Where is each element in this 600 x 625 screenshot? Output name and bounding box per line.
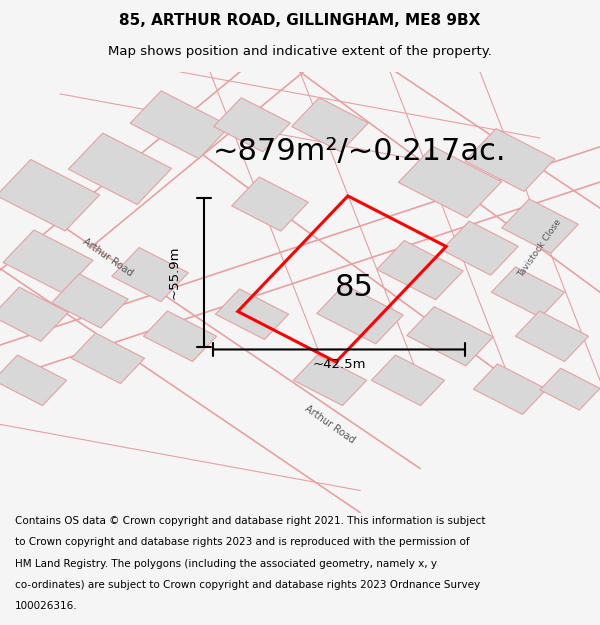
Text: 100026316.: 100026316.	[15, 601, 77, 611]
Polygon shape	[68, 133, 172, 204]
Polygon shape	[214, 98, 290, 152]
Text: ~879m²/~0.217ac.: ~879m²/~0.217ac.	[213, 137, 507, 166]
Polygon shape	[52, 274, 128, 328]
Polygon shape	[371, 355, 445, 406]
Polygon shape	[71, 333, 145, 384]
Text: Arthur Road: Arthur Road	[81, 236, 135, 278]
Text: co-ordinates) are subject to Crown copyright and database rights 2023 Ordnance S: co-ordinates) are subject to Crown copyr…	[15, 580, 480, 590]
Polygon shape	[515, 311, 589, 361]
Polygon shape	[473, 364, 547, 414]
Polygon shape	[215, 289, 289, 339]
Polygon shape	[317, 284, 403, 344]
Polygon shape	[0, 355, 67, 406]
Text: to Crown copyright and database rights 2023 and is reproduced with the permissio: to Crown copyright and database rights 2…	[15, 538, 470, 548]
Polygon shape	[491, 267, 565, 318]
Polygon shape	[407, 307, 493, 366]
Text: Map shows position and indicative extent of the property.: Map shows position and indicative extent…	[108, 45, 492, 58]
Polygon shape	[143, 311, 217, 361]
Polygon shape	[3, 230, 93, 292]
Text: Arthur Road: Arthur Road	[303, 404, 357, 445]
Polygon shape	[293, 355, 367, 406]
Polygon shape	[502, 199, 578, 253]
Text: 85: 85	[335, 273, 373, 302]
Text: Tavistock Close: Tavistock Close	[517, 217, 563, 279]
Text: ~42.5m: ~42.5m	[312, 358, 366, 371]
Text: ~55.9m: ~55.9m	[167, 246, 181, 299]
Polygon shape	[232, 177, 308, 231]
Polygon shape	[292, 98, 368, 152]
Text: HM Land Registry. The polygons (including the associated geometry, namely x, y: HM Land Registry. The polygons (includin…	[15, 559, 437, 569]
Polygon shape	[112, 248, 188, 302]
Polygon shape	[442, 221, 518, 275]
Polygon shape	[465, 129, 555, 191]
Polygon shape	[0, 159, 100, 231]
Polygon shape	[398, 146, 502, 217]
Polygon shape	[130, 91, 230, 159]
Polygon shape	[0, 287, 68, 341]
Polygon shape	[377, 241, 463, 300]
Text: 85, ARTHUR ROAD, GILLINGHAM, ME8 9BX: 85, ARTHUR ROAD, GILLINGHAM, ME8 9BX	[119, 12, 481, 28]
Text: Contains OS data © Crown copyright and database right 2021. This information is : Contains OS data © Crown copyright and d…	[15, 516, 485, 526]
Polygon shape	[540, 368, 600, 410]
